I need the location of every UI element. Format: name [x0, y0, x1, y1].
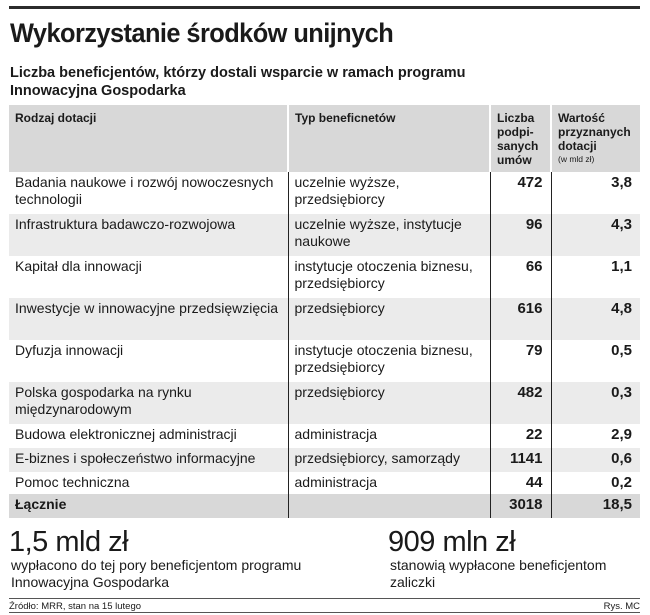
cell-liczba: 44 [490, 472, 552, 494]
cell-liczba: 22 [490, 424, 552, 448]
table-row: Badania naukowe i rozwój nowoczesnych te… [9, 172, 640, 214]
cell-wartosc: 2,9 [611, 426, 632, 443]
total-liczba: 3018 [490, 494, 552, 518]
table-row: Inwestycje w innowacyjne przedsięwzięcia… [9, 298, 640, 340]
cell-rodzaj: Pomoc techniczna [9, 472, 289, 494]
header-typ: Typ beneficnetów [288, 105, 491, 172]
cell-liczba: 472 [490, 172, 552, 214]
stat-advances-desc: stanowią wypłacone beneficjentom zaliczk… [390, 557, 607, 590]
stat-advances: 909 mln zł stanowią wypłacone beneficjen… [388, 527, 640, 591]
cell-typ: administracja [288, 424, 491, 448]
table-row: Dyfuzja innowacji instytucje otoczenia bi… [9, 340, 640, 382]
cell-rodzaj: Dyfuzja innowacji [9, 340, 289, 382]
cell-rodzaj: Infrastruktura badawczo-rozwojowa [9, 214, 289, 256]
table-row: Infrastruktura badawczo-rozwojowa uczelni… [9, 214, 640, 256]
stat-advances-value: 909 mln zł [388, 526, 516, 558]
cell-rodzaj: Kapitał dla innowacji [9, 256, 289, 298]
grants-table: Rodzaj dotacji Typ beneficnetów Liczba p… [9, 105, 640, 518]
cell-wartosc: 3,8 [611, 174, 632, 191]
stat-paid-value: 1,5 mld zł [9, 526, 129, 558]
top-rule [9, 6, 640, 9]
cell-liczba: 482 [490, 382, 552, 424]
header-liczba: Liczba podpi-sanych umów [490, 105, 552, 172]
page-title: Wykorzystanie środków unijnych [10, 18, 394, 48]
cell-wartosc: 4,8 [551, 298, 640, 340]
cell-liczba: 616 [490, 298, 552, 340]
cell-typ: instytucje otoczenia biznesu, przedsiębi… [288, 256, 491, 298]
header-rodzaj: Rodzaj dotacji [9, 105, 289, 172]
cell-typ: instytucje otoczenia biznesu, przedsiębi… [288, 340, 491, 382]
subtitle: Liczba beneficjentów, którzy dostali wsp… [10, 65, 466, 99]
cell-wartosc: 0,3 [551, 382, 640, 424]
cell-rodzaj: Budowa elektronicznej administracji [9, 424, 289, 448]
cell-rodzaj: E-biznes i społeczeństwo informacyjne [9, 448, 289, 472]
stat-paid-desc: wypłacono do tej pory beneficjentom prog… [11, 557, 302, 590]
table-row: Polska gospodarka na rynku międzynarodow… [9, 382, 640, 424]
header-wartosc-text: Wartość przyznanych dotacji [558, 111, 631, 153]
cell-typ: przedsiębiorcy, samorządy [288, 448, 491, 472]
cell-wartosc: 0,5 [611, 342, 632, 359]
cell-liczba: 1141 [490, 448, 552, 472]
table-row: Kapitał dla innowacji instytucje otoczeni… [9, 256, 640, 298]
table-body: Badania naukowe i rozwój nowoczesnych te… [9, 172, 640, 518]
header-liczba-text: Liczba podpi-sanych umów [497, 111, 539, 167]
credit-note: Rys. MC [603, 601, 640, 612]
table-row: Budowa elektronicznej administracji admin… [9, 424, 640, 448]
total-label: Łącznie [9, 494, 289, 518]
cell-wartosc: 0,2 [611, 474, 632, 491]
footer: Źródło: MRR, stan na 15 lutego Rys. MC [9, 598, 640, 613]
bottom-rule [9, 612, 640, 613]
cell-typ: uczelnie wyższe, przedsiębiorcy [288, 172, 491, 214]
stat-paid: 1,5 mld zł wypłacono do tej pory benefic… [9, 527, 341, 591]
table-row: E-biznes i społeczeństwo informacyjne prz… [9, 448, 640, 472]
total-wartosc: 18,5 [551, 494, 640, 518]
source-note: Źródło: MRR, stan na 15 lutego [9, 601, 142, 612]
cell-rodzaj: Inwestycje w innowacyjne przedsięwzięcia [9, 298, 289, 340]
cell-typ: administracja [288, 472, 491, 494]
total-empty [288, 494, 491, 518]
cell-rodzaj: Polska gospodarka na rynku międzynarodow… [9, 382, 289, 424]
header-wartosc: Wartość przyznanych dotacji (w mld zł) [551, 105, 640, 172]
table-header-row: Rodzaj dotacji Typ beneficnetów Liczba p… [9, 105, 640, 172]
cell-liczba: 79 [490, 340, 552, 382]
cell-typ: uczelnie wyższe, instytucje naukowe [288, 214, 491, 256]
cell-rodzaj: Badania naukowe i rozwój nowoczesnych te… [9, 172, 289, 214]
header-wartosc-unit: (w mld zł) [558, 154, 595, 164]
cell-wartosc: 1,1 [611, 258, 632, 275]
cell-typ: przedsiębiorcy [288, 298, 491, 340]
total-row: Łącznie 3018 18,5 [9, 494, 640, 518]
cell-wartosc: 0,6 [551, 448, 640, 472]
cell-typ: przedsiębiorcy [288, 382, 491, 424]
table-row: Pomoc techniczna administracja 44 0,2 [9, 472, 640, 494]
cell-liczba: 96 [490, 214, 552, 256]
cell-liczba: 66 [490, 256, 552, 298]
cell-wartosc: 4,3 [551, 214, 640, 256]
